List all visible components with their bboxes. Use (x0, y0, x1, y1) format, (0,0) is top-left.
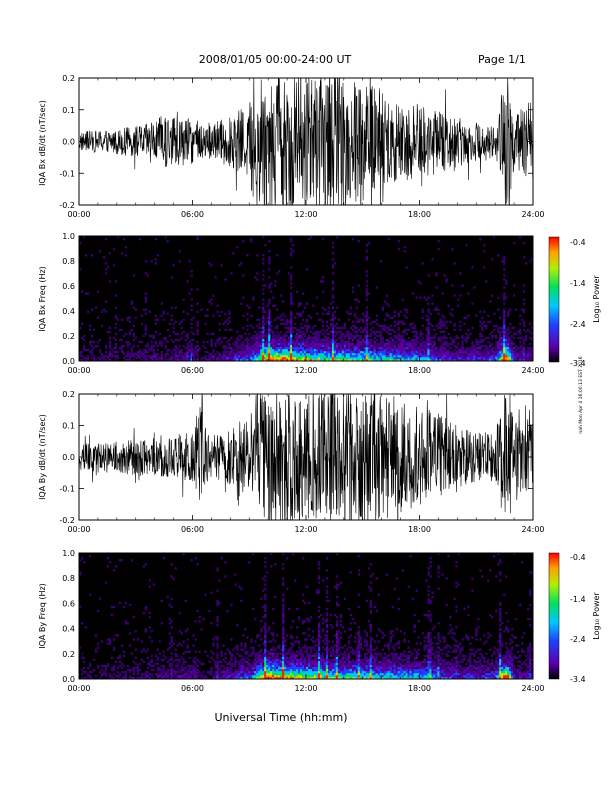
y-tick-label: 0.4 (62, 307, 75, 316)
y-tick-label: 0.0 (62, 357, 75, 366)
figure-title: 2008/01/05 00:00-24:00 UT (199, 53, 352, 66)
x-tick-label: 06:00 (181, 525, 204, 534)
y-tick-label: 0.6 (62, 282, 75, 291)
colorbar-2: -0.4 -1.4 -2.4 -3.4 Log₁₀ Power (548, 552, 601, 684)
x-tick-label: 18:00 (408, 366, 431, 375)
y-tick-label: 0.0 (62, 453, 75, 462)
colorbar-2-tick-0: -0.4 (570, 553, 586, 562)
y-tick-label: 0.2 (62, 390, 75, 399)
colorbar-2-tick-1: -1.4 (570, 595, 586, 604)
y-tick-label: 0.2 (62, 650, 75, 659)
y-tick-label: 0.4 (62, 625, 75, 634)
colorbar-2-gradient (548, 552, 560, 680)
y-tick-label: -0.1 (59, 485, 75, 494)
colorbar-1-tick-0: -0.4 (570, 238, 586, 247)
y-tick-label: -0.2 (59, 516, 75, 525)
y-tick-label: 0.2 (62, 332, 75, 341)
colorbar-2-label: Log₁₀ Power (592, 592, 601, 640)
page-number: Page 1/1 (478, 53, 526, 66)
colorbar-1-tick-1: -1.4 (570, 279, 586, 288)
y-tick-label: 1.0 (62, 232, 75, 241)
colorbar-1-tick-2: -2.4 (570, 320, 586, 329)
y-tick-label: 0.1 (62, 422, 75, 431)
y-tick-label: 0.2 (62, 74, 75, 83)
y-tick-label: -0.1 (59, 169, 75, 178)
spectrogram-cells-4 (79, 553, 533, 679)
x-tick-label: 24:00 (521, 684, 544, 693)
x-tick-label: 12:00 (294, 684, 317, 693)
spectrogram-cells-2 (79, 236, 533, 361)
x-tick-label: 12:00 (294, 210, 317, 219)
x-tick-label: 24:00 (521, 366, 544, 375)
x-tick-label: 18:00 (408, 525, 431, 534)
x-tick-label: 18:00 (408, 210, 431, 219)
x-tick-label: 12:00 (294, 366, 317, 375)
y-tick-label: 0.0 (62, 138, 75, 147)
x-tick-label: 12:00 (294, 525, 317, 534)
colorbar-1-gradient (548, 236, 560, 363)
x-tick-label: 06:00 (181, 210, 204, 219)
x-tick-label: 00:00 (67, 366, 90, 375)
panel1-ylabel: IQA Bx dB/dt (nT/sec) (38, 100, 47, 186)
panel3-ylabel: IQA By dB/dt (nT/sec) (38, 414, 47, 500)
colorbar-2-tick-3: -3.4 (570, 675, 586, 684)
y-tick-label: -0.2 (59, 201, 75, 210)
x-tick-label: 00:00 (67, 525, 90, 534)
x-tick-label: 06:00 (181, 366, 204, 375)
panel-bx-spectrogram: IQA Bx Freq (Hz) 00:00 06:00 12:00 18:00 24:… (38, 232, 601, 375)
series-trace-1 (79, 78, 533, 205)
colorbar-1-tick-3: -3.4 (570, 359, 586, 368)
x-tick-label: 24:00 (521, 210, 544, 219)
x-tick-label: 00:00 (67, 684, 90, 693)
panel-by-spectrogram: IQA By Freq (Hz) 00:00 06:00 12:00 18:00 24:… (38, 549, 601, 693)
panel-bx-dbdt: IQA Bx dB/dt (nT/sec) 00:00 06:00 12:00 18:… (38, 74, 545, 219)
x-tick-label: 06:00 (181, 684, 204, 693)
y-tick-label: 0.8 (62, 574, 75, 583)
colorbar-1-label: Log₁₀ Power (592, 275, 601, 323)
x-tick-label: 18:00 (408, 684, 431, 693)
x-axis-label: Universal Time (hh:mm) (215, 711, 348, 724)
series-trace-3 (79, 394, 533, 520)
y-tick-label: 1.0 (62, 549, 75, 558)
x-tick-label: 24:00 (521, 525, 544, 534)
panel-by-dbdt: IQA By dB/dt (nT/sec) 00:00 06:00 12:00 18:… (38, 390, 545, 534)
side-note: nah Mon Apr 4 16:00:13 EST 2016 (578, 356, 584, 433)
y-tick-label: 0.1 (62, 106, 75, 115)
colorbar-1: -0.4 -1.4 -2.4 -3.4 Log₁₀ Power (548, 236, 601, 368)
panel4-ylabel: IQA By Freq (Hz) (38, 583, 47, 649)
colorbar-2-tick-2: -2.4 (570, 635, 586, 644)
y-tick-label: 0.0 (62, 675, 75, 684)
panel2-ylabel: IQA Bx Freq (Hz) (38, 266, 47, 332)
y-tick-label: 0.8 (62, 257, 75, 266)
x-tick-label: 00:00 (67, 210, 90, 219)
y-tick-label: 0.6 (62, 599, 75, 608)
